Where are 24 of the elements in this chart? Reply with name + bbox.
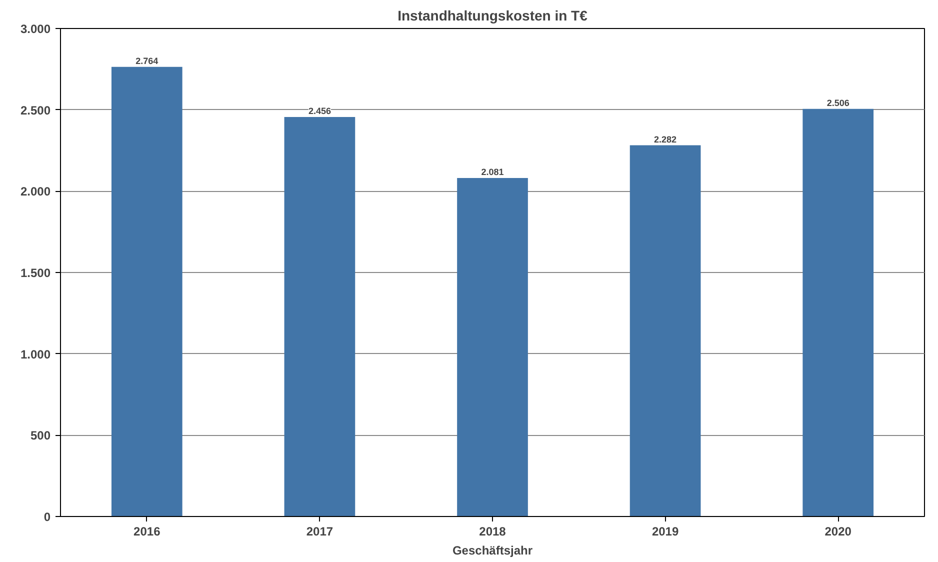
x-axis-title: Geschäftsjahr xyxy=(452,544,533,558)
x-tick-label: 2017 xyxy=(306,524,334,538)
y-tick-label: 3.000 xyxy=(20,22,51,36)
y-tick-label: 0 xyxy=(44,510,51,524)
data-label: 2.506 xyxy=(826,98,850,108)
bar xyxy=(802,108,874,516)
chart-title: Instandhaltungskosten in T€ xyxy=(398,8,588,24)
x-tick-label: 2019 xyxy=(652,524,679,538)
data-label: 2.456 xyxy=(308,106,331,116)
bar xyxy=(457,178,528,516)
y-tick-label: 500 xyxy=(30,428,51,443)
data-label: 2.764 xyxy=(136,56,158,66)
y-tick-label: 2.000 xyxy=(20,184,51,199)
data-label: 2.081 xyxy=(481,166,504,177)
x-tick-label: 2016 xyxy=(134,524,161,538)
y-tick-label: 1.000 xyxy=(20,347,51,362)
bar xyxy=(111,66,182,516)
bar xyxy=(284,116,356,516)
y-tick-label: 2.500 xyxy=(20,103,51,118)
x-tick-label: 2020 xyxy=(824,524,852,538)
x-tick-label: 2018 xyxy=(479,524,506,538)
data-label: 2.282 xyxy=(654,134,677,144)
bar xyxy=(630,145,701,516)
y-tick-label: 1.500 xyxy=(20,266,51,280)
